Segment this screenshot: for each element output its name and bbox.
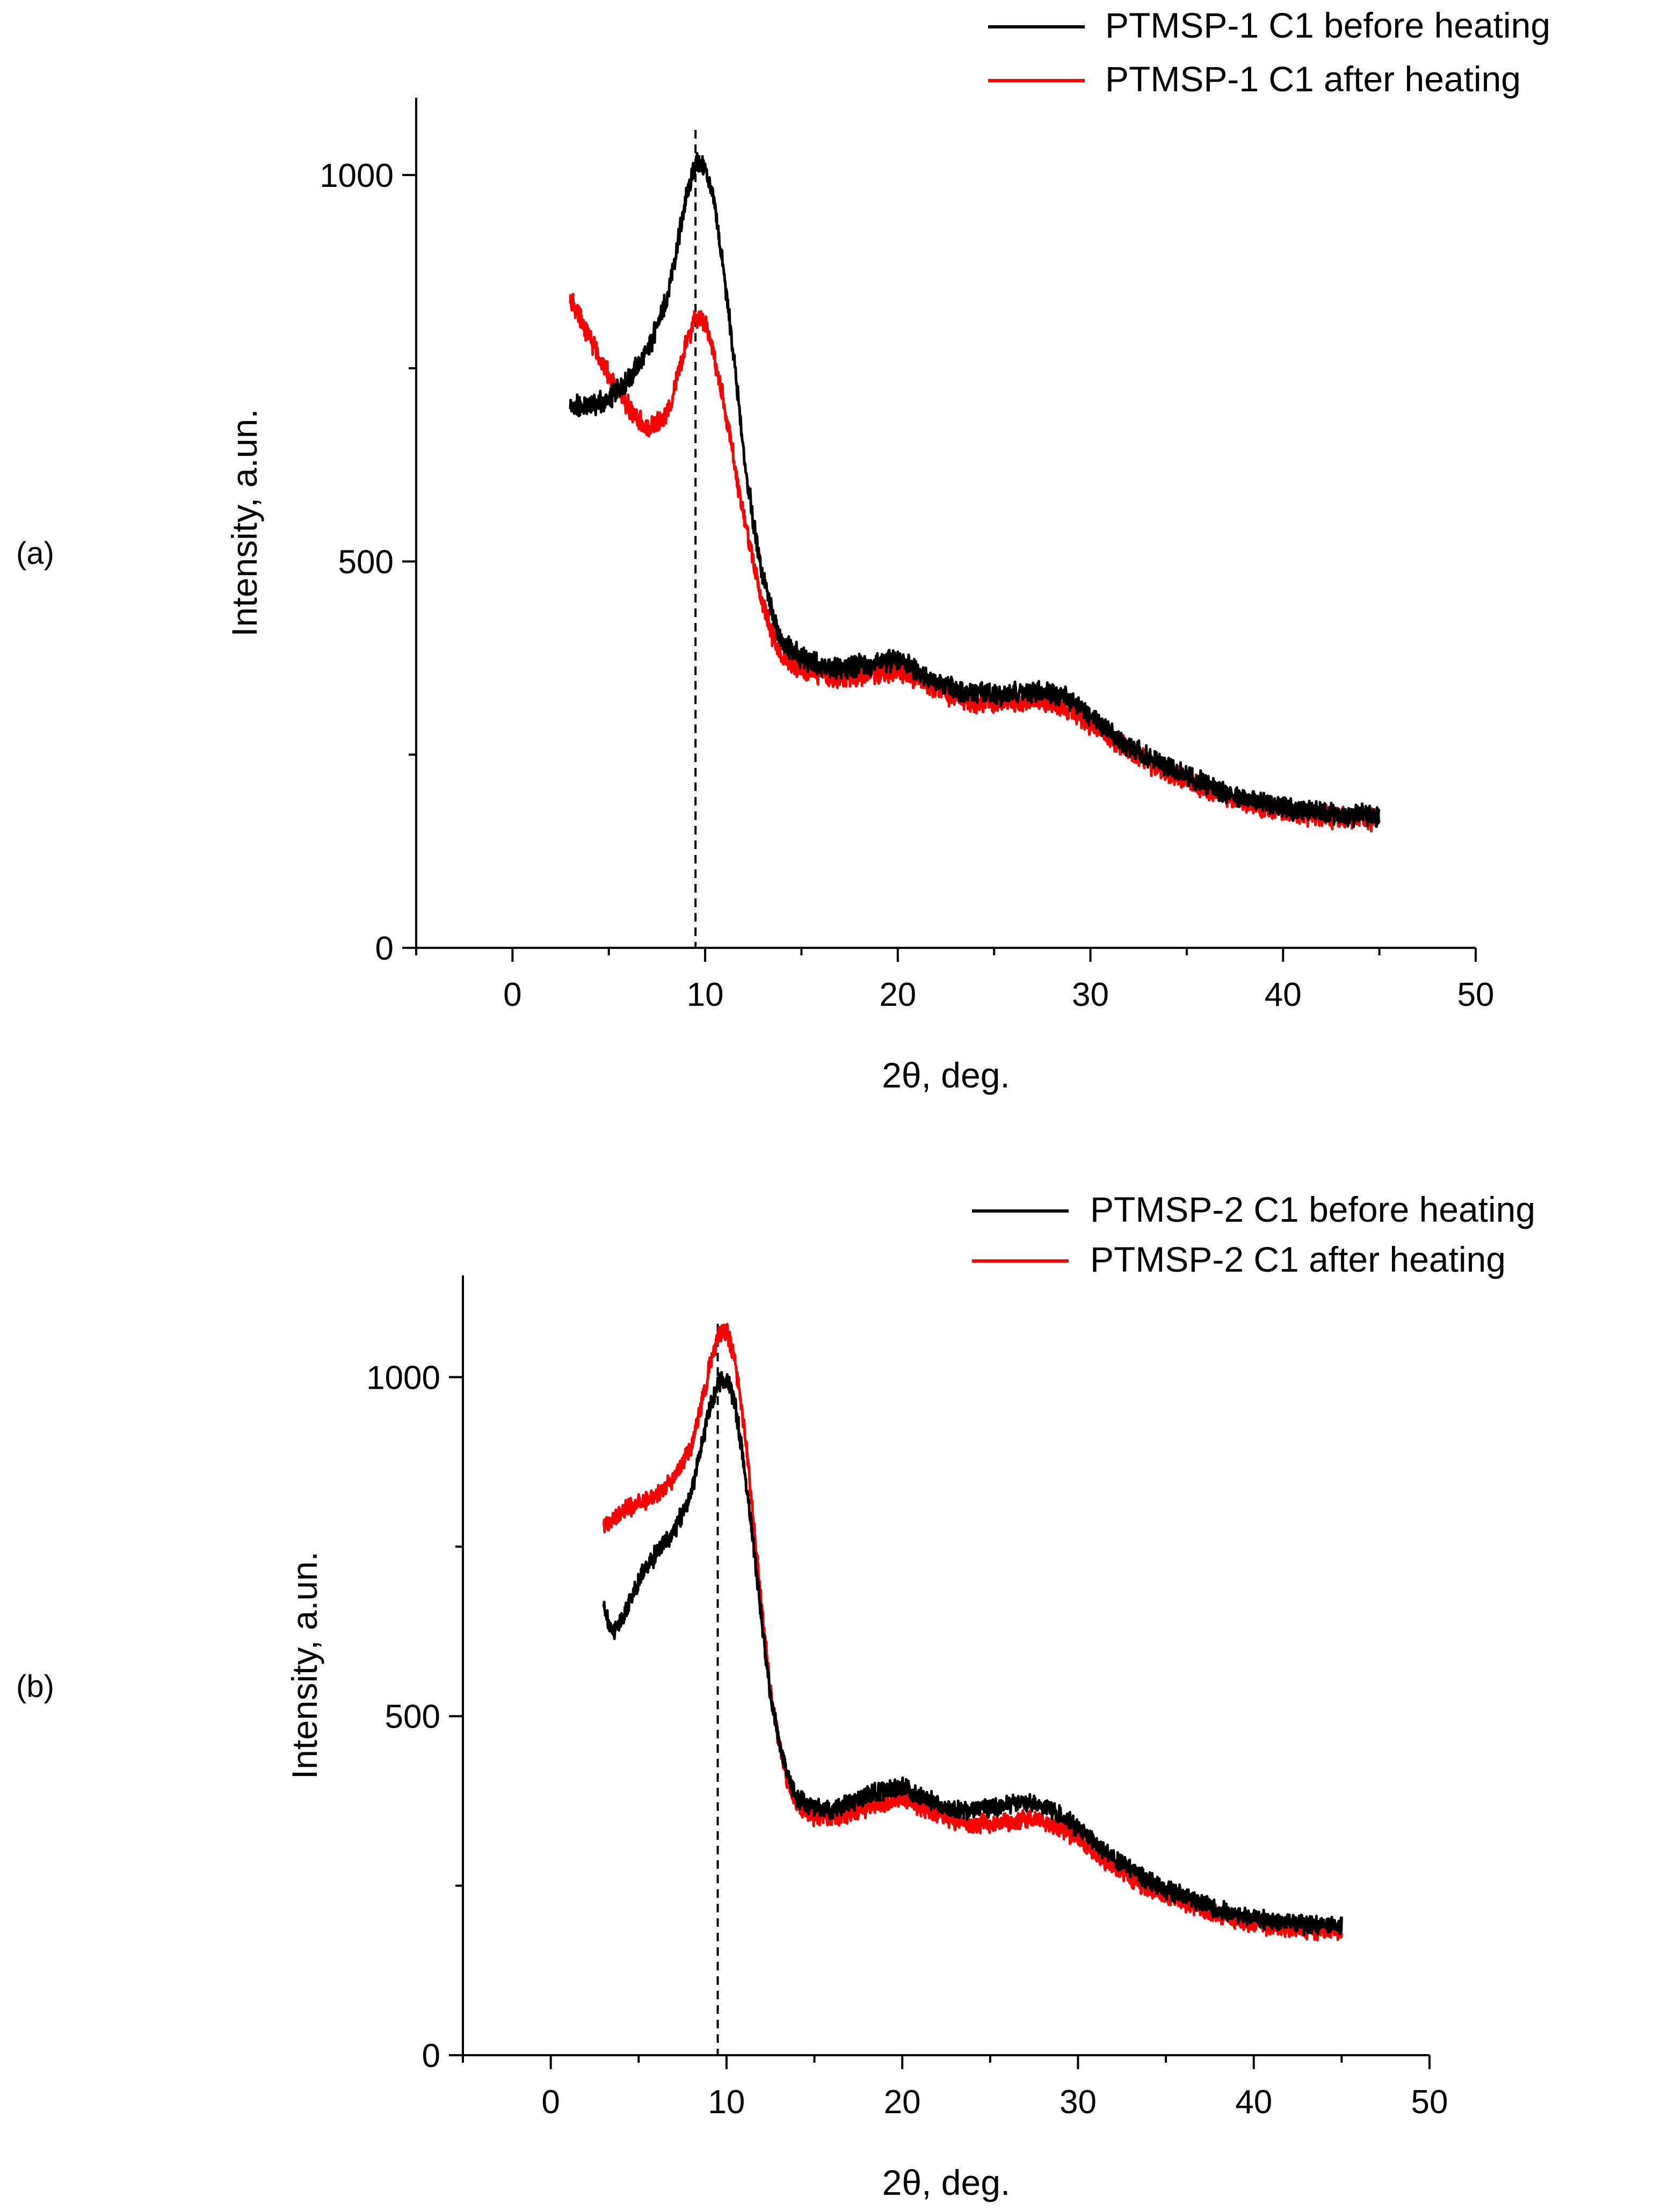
y-tick-label: 500	[385, 1699, 440, 1736]
y-tick-label: 1000	[320, 157, 394, 194]
x-tick-label: 10	[708, 2084, 745, 2121]
y-tick-label: 0	[422, 2037, 440, 2075]
y-tick-label: 500	[338, 543, 394, 581]
legend-entry: PTMSP-1 C1 before heating	[1105, 5, 1550, 45]
x-axis-label: 2θ, deg.	[882, 1055, 1010, 1095]
x-tick-label: 30	[1060, 2084, 1097, 2121]
x-axis-label: 2θ, deg.	[882, 2163, 1011, 2202]
legend: PTMSP-2 C1 before heating PTMSP-2 C1 afte…	[972, 1190, 1535, 1279]
x-tick-label: 40	[1235, 2084, 1272, 2121]
y-tick-label: 0	[375, 930, 394, 967]
x-tick-label: 0	[541, 2084, 560, 2121]
series-line-after-heating	[569, 293, 1381, 833]
y-axis-label: Intensity, a.un.	[285, 1551, 324, 1779]
legend-entry: PTMSP-2 C1 before heating	[1090, 1190, 1535, 1229]
x-tick-label: 20	[879, 976, 916, 1013]
x-tick-label: 40	[1265, 976, 1302, 1013]
legend-entry: PTMSP-2 C1 after heating	[1090, 1239, 1506, 1279]
x-tick-label: 10	[687, 976, 724, 1013]
panel-label: (a)	[16, 536, 54, 571]
x-tick-label: 20	[884, 2084, 921, 2121]
series-line-before-heating	[569, 152, 1381, 829]
legend-entry: PTMSP-1 C1 after heating	[1105, 59, 1521, 99]
series-line-before-heating	[602, 1370, 1343, 1936]
x-tick-label: 0	[503, 976, 521, 1013]
y-axis-label: Intensity, a.un.	[224, 409, 264, 636]
y-tick-label: 1000	[366, 1359, 440, 1396]
x-tick-label: 50	[1411, 2084, 1448, 2121]
panel-label: (b)	[16, 1669, 54, 1704]
x-tick-label: 30	[1072, 976, 1109, 1013]
x-tick-label: 50	[1457, 976, 1494, 1013]
series-line-after-heating	[603, 1323, 1343, 1942]
legend: PTMSP-1 C1 before heating PTMSP-1 C1 afte…	[988, 5, 1550, 99]
